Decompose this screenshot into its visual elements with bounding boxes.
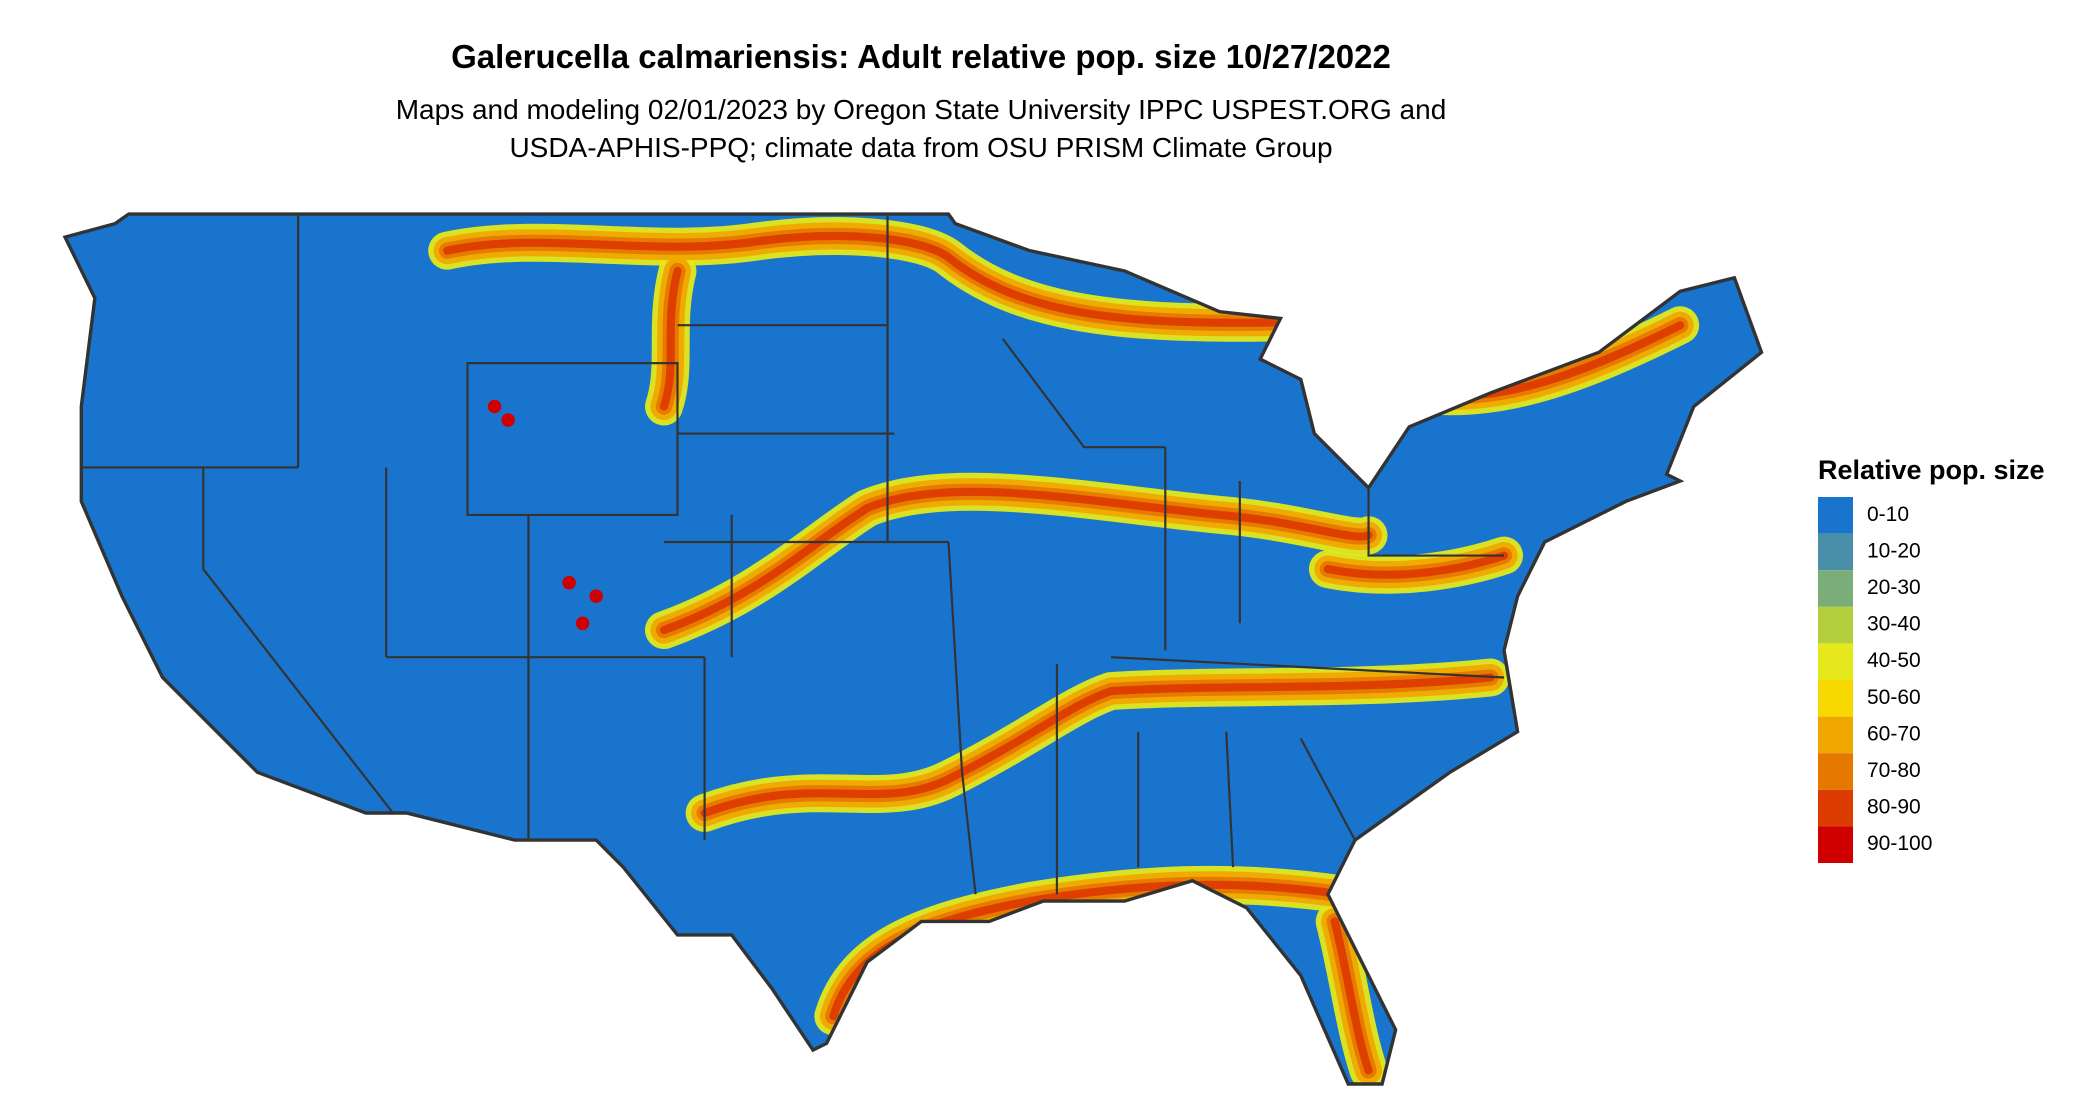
map-title: Galerucella calmariensis: Adult relative…: [451, 38, 1391, 75]
legend-label: 90-100: [1867, 832, 1932, 855]
legend-label: 60-70: [1867, 722, 1921, 745]
pop-hotspot: [575, 616, 590, 631]
legend-swatch: [1818, 497, 1853, 534]
pop-band: [443, 232, 1278, 327]
legend-swatch: [1818, 680, 1853, 717]
legend-label: 30-40: [1867, 613, 1921, 636]
pop-band: [1323, 551, 1509, 579]
legend-label: 40-50: [1867, 649, 1921, 672]
map-base: [65, 214, 1762, 1085]
legend-swatch: [1818, 643, 1853, 680]
legend-swatch: [1818, 753, 1853, 790]
pop-band: [700, 673, 1495, 818]
map-subtitle: USDA-APHIS-PPQ; climate data from OSU PR…: [509, 132, 1332, 163]
legend-swatch: [1818, 826, 1853, 863]
legend-label: 10-20: [1867, 539, 1921, 562]
pop-hotspot: [589, 589, 603, 603]
map-raster: [65, 214, 1762, 1085]
pop-band: [1330, 917, 1373, 1075]
legend-swatch: [1818, 606, 1853, 644]
pop-band: [659, 487, 1373, 635]
legend-label: 50-60: [1867, 686, 1921, 709]
pop-hotspot: [501, 413, 515, 427]
us-map: [63, 212, 1764, 1086]
legend-label: 0-10: [1867, 503, 1909, 526]
map-subtitle: Maps and modeling 02/01/2023 by Oregon S…: [396, 94, 1447, 125]
legend-swatch: [1818, 716, 1853, 754]
pop-band: [659, 266, 682, 411]
pop-hotspot: [562, 575, 576, 590]
legend: Relative pop. size 0-10 10-20 20-30 30-40 40…: [1818, 455, 2045, 863]
pop-hotspot: [487, 399, 502, 414]
legend-swatch: [1818, 533, 1853, 571]
state-borders: [81, 214, 1505, 895]
legend-label: 70-80: [1867, 759, 1921, 782]
legend-swatch: [1818, 789, 1853, 827]
legend-label: 20-30: [1867, 576, 1921, 599]
legend-title: Relative pop. size: [1818, 455, 2045, 485]
legend-swatch: [1818, 570, 1853, 607]
legend-label: 80-90: [1867, 796, 1921, 819]
